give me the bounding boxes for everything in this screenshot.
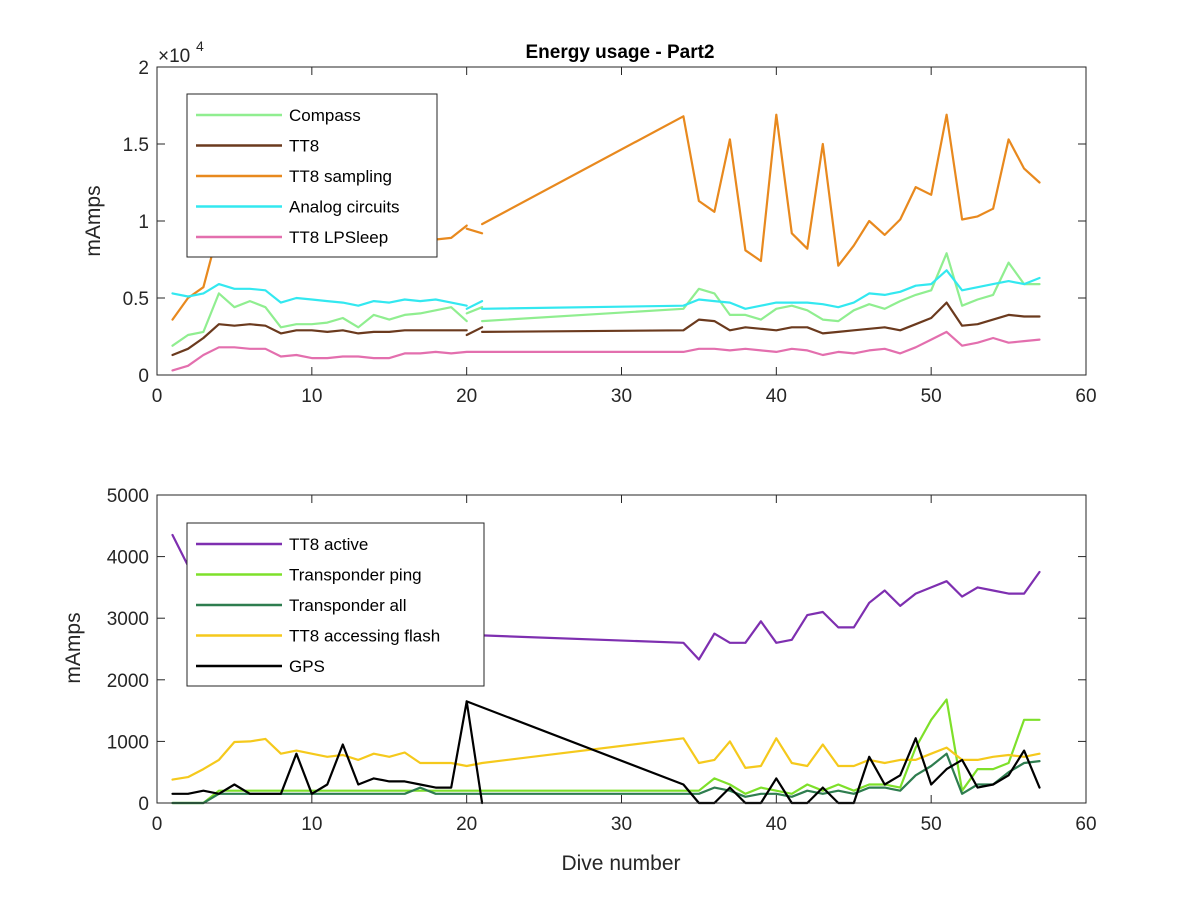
bottom-subplot: mAmps Dive number 0 10 20 30 40 50 60 0 1000 200… [62,486,1097,875]
bottom-y-axis-label: mAmps [62,612,85,683]
top-series-3-segment-2 [481,269,1041,310]
top-x-ticks: 0 10 20 30 40 50 60 [152,67,1097,407]
top-series-0-segment-1 [465,306,484,315]
top-x-tick-label: 30 [611,386,632,407]
top-legend-label: Compass [289,106,361,125]
top-x-tick-label: 40 [766,386,787,407]
top-x-tick-label: 50 [921,386,942,407]
top-series-1-segment-0 [171,323,468,357]
top-y-tick-label: 1.5 [123,135,149,156]
bottom-legend: TT8 active Transponder ping Transponder al… [186,522,485,687]
top-series-0-segment-0 [171,292,468,347]
top-legend-label: Analog circuits [289,198,400,217]
bottom-x-tick-label: 30 [611,814,632,835]
bottom-series-4-segment-0 [171,700,484,805]
top-series-3-segment-0 [171,283,468,307]
top-y-exponent-prefix: ×10 [158,46,190,67]
top-y-exponent: ×10 4 [158,38,204,67]
bottom-y-tick-label: 5000 [107,486,149,507]
bottom-y-tick-label: 2000 [107,671,149,692]
bottom-series-3-segment-0 [171,737,1041,781]
bottom-legend-label: Transponder ping [289,566,422,585]
bottom-x-tick-label: 50 [921,814,942,835]
top-x-tick-label: 0 [152,386,163,407]
top-y-tick-label: 2 [138,58,149,79]
top-subplot: Energy usage - Part2 ×10 4 mAmps 0 10 20 30… [82,38,1097,407]
top-x-tick-label: 20 [456,386,477,407]
bottom-x-tick-label: 20 [456,814,477,835]
bottom-series-1-segment-0 [171,698,1041,805]
top-series-1-segment-1 [465,326,484,337]
top-legend-label: TT8 LPSleep [289,228,388,247]
top-legend: Compass TT8 TT8 sampling Analog circuits TT8… [186,93,438,258]
bottom-legend-label: GPS [289,657,325,676]
top-y-tick-label: 0 [138,366,149,387]
top-series-0-segment-2 [481,252,1041,323]
bottom-y-tick-label: 4000 [107,548,149,569]
bottom-y-tick-label: 1000 [107,732,149,753]
top-x-tick-label: 10 [301,386,322,407]
top-y-tick-label: 0.5 [123,289,149,310]
top-x-tick-label: 60 [1075,386,1096,407]
top-legend-label: TT8 [289,137,319,156]
bottom-legend-label: TT8 active [289,535,368,554]
top-y-axis-label: mAmps [82,185,105,256]
bottom-x-tick-label: 10 [301,814,322,835]
top-legend-label: TT8 sampling [289,167,392,186]
bottom-x-axis-label: Dive number [561,852,680,875]
bottom-legend-box [186,522,485,687]
bottom-y-tick-label: 0 [138,794,149,815]
top-y-tick-label: 1 [138,212,149,233]
top-series-4-segment-0 [171,330,1041,372]
top-y-ticks: 0 0.5 1 1.5 2 [123,58,1086,387]
bottom-x-tick-label: 40 [766,814,787,835]
bottom-x-tick-label: 60 [1075,814,1096,835]
bottom-y-ticks: 0 1000 2000 3000 4000 5000 [107,486,1086,815]
top-title: Energy usage - Part2 [525,42,714,63]
top-series-1-segment-2 [481,301,1041,335]
top-plot-area [171,113,1041,372]
top-series-2-segment-2 [481,113,1041,267]
bottom-x-tick-label: 0 [152,814,163,835]
top-series-2-segment-1 [465,227,484,235]
bottom-y-tick-label: 3000 [107,609,149,630]
bottom-legend-label: Transponder all [289,596,407,615]
top-y-exponent-power: 4 [196,38,204,54]
bottom-legend-label: TT8 accessing flash [289,627,440,646]
bottom-x-ticks: 0 10 20 30 40 50 60 [152,495,1097,835]
top-series-3-segment-1 [465,300,484,310]
